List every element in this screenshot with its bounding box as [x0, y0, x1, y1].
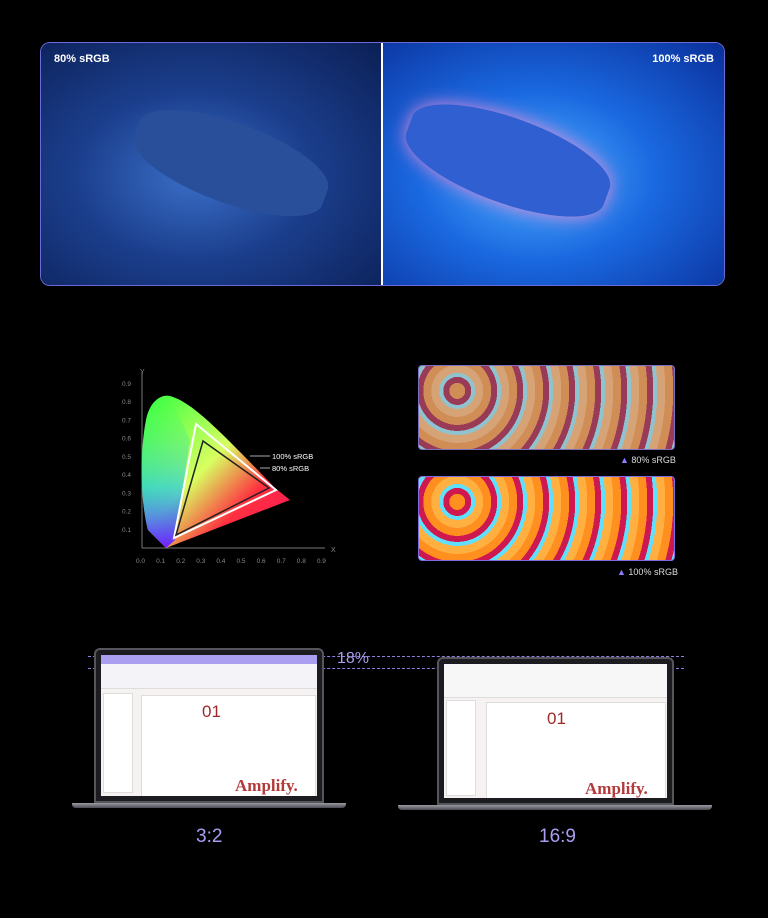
- screen-height-difference: 18%: [337, 650, 370, 667]
- beads-image-80-srgb: [418, 365, 675, 450]
- slide-title: Amplify.: [235, 776, 298, 795]
- y-tick-label: 0.7: [122, 417, 131, 424]
- slide-number: 01: [202, 702, 221, 721]
- y-tick-label: 0.9: [122, 381, 131, 388]
- whale-shape: [123, 91, 339, 235]
- whale-shape: [394, 84, 622, 237]
- y-tick-label: 0.6: [122, 436, 131, 443]
- powerpoint-screen: 01 Amplify.: [444, 664, 667, 798]
- cie-gamut-diagram: 100% sRGB 80% sRGB Y X 0.0 0.1 0.2 0.3 0.4 0.…: [122, 369, 336, 565]
- x-tick-label: 0.3: [196, 558, 205, 565]
- slide-canvas: 01 Amplify.: [486, 702, 666, 798]
- label-80-srgb: 80% sRGB: [272, 464, 309, 473]
- y-axis-label: Y: [140, 369, 145, 376]
- powerpoint-screen: 01 Amplify.: [101, 655, 317, 796]
- x-tick-label: 0.5: [237, 558, 246, 565]
- laptop-16-9: 01 Amplify.: [437, 657, 674, 805]
- slide-thumbnails: [446, 700, 476, 796]
- slide-canvas: 01 Amplify.: [141, 695, 316, 796]
- ratio-label-16-9: 16:9: [539, 826, 576, 847]
- triangle-up-icon: ▲: [617, 567, 629, 577]
- laptop-base: [398, 805, 712, 810]
- x-tick-label: 0.6: [257, 558, 266, 565]
- ribbon: [444, 664, 667, 698]
- laptop-3-2: 01 Amplify.: [94, 648, 324, 803]
- srgb-80-triangle: [174, 439, 271, 537]
- whale-image-100-srgb: 100% sRGB: [381, 43, 724, 285]
- x-tick-label: 0.8: [297, 558, 306, 565]
- x-tick-label: 0.4: [216, 558, 225, 565]
- y-tick-label: 0.1: [122, 527, 131, 534]
- label-80-srgb: 80% sRGB: [54, 53, 110, 65]
- beads-image-100-srgb: [418, 476, 675, 561]
- x-tick-label: 0.7: [277, 558, 286, 565]
- title-bar: [101, 655, 317, 664]
- x-tick-label: 0.9: [317, 558, 326, 565]
- slide-thumbnails: [103, 693, 133, 793]
- beads-caption-80: ▲ 80% sRGB: [620, 455, 676, 465]
- y-tick-label: 0.5: [122, 454, 131, 461]
- underwater-comparison-image: 80% sRGB 100% sRGB: [40, 42, 725, 286]
- slide-number: 01: [547, 709, 566, 728]
- label-100-srgb: 100% sRGB: [652, 53, 714, 65]
- y-tick-label: 0.3: [122, 490, 131, 497]
- srgb-100-triangle: [172, 422, 278, 540]
- guide-line-top: [88, 656, 684, 657]
- whale-image-80-srgb: 80% sRGB: [41, 43, 381, 285]
- y-tick-label: 0.2: [122, 509, 131, 516]
- triangle-up-icon: ▲: [620, 455, 632, 465]
- beads-caption-100: ▲ 100% sRGB: [617, 567, 678, 577]
- caption-text: 80% sRGB: [631, 455, 676, 465]
- spectral-locus-shade: [141, 395, 190, 548]
- guide-line-bottom: [88, 668, 684, 669]
- laptop-base: [72, 803, 346, 808]
- slide-title: Amplify.: [585, 779, 648, 798]
- ratio-label-3-2: 3:2: [196, 826, 223, 847]
- x-tick-label: 0.2: [176, 558, 185, 565]
- x-axis-label: X: [331, 547, 336, 554]
- y-tick-label: 0.4: [122, 472, 131, 479]
- x-tick-label: 0.1: [156, 558, 165, 565]
- x-tick-label: 0.0: [136, 558, 145, 565]
- caption-text: 100% sRGB: [628, 567, 678, 577]
- y-tick-label: 0.8: [122, 399, 131, 406]
- label-100-srgb: 100% sRGB: [272, 452, 313, 461]
